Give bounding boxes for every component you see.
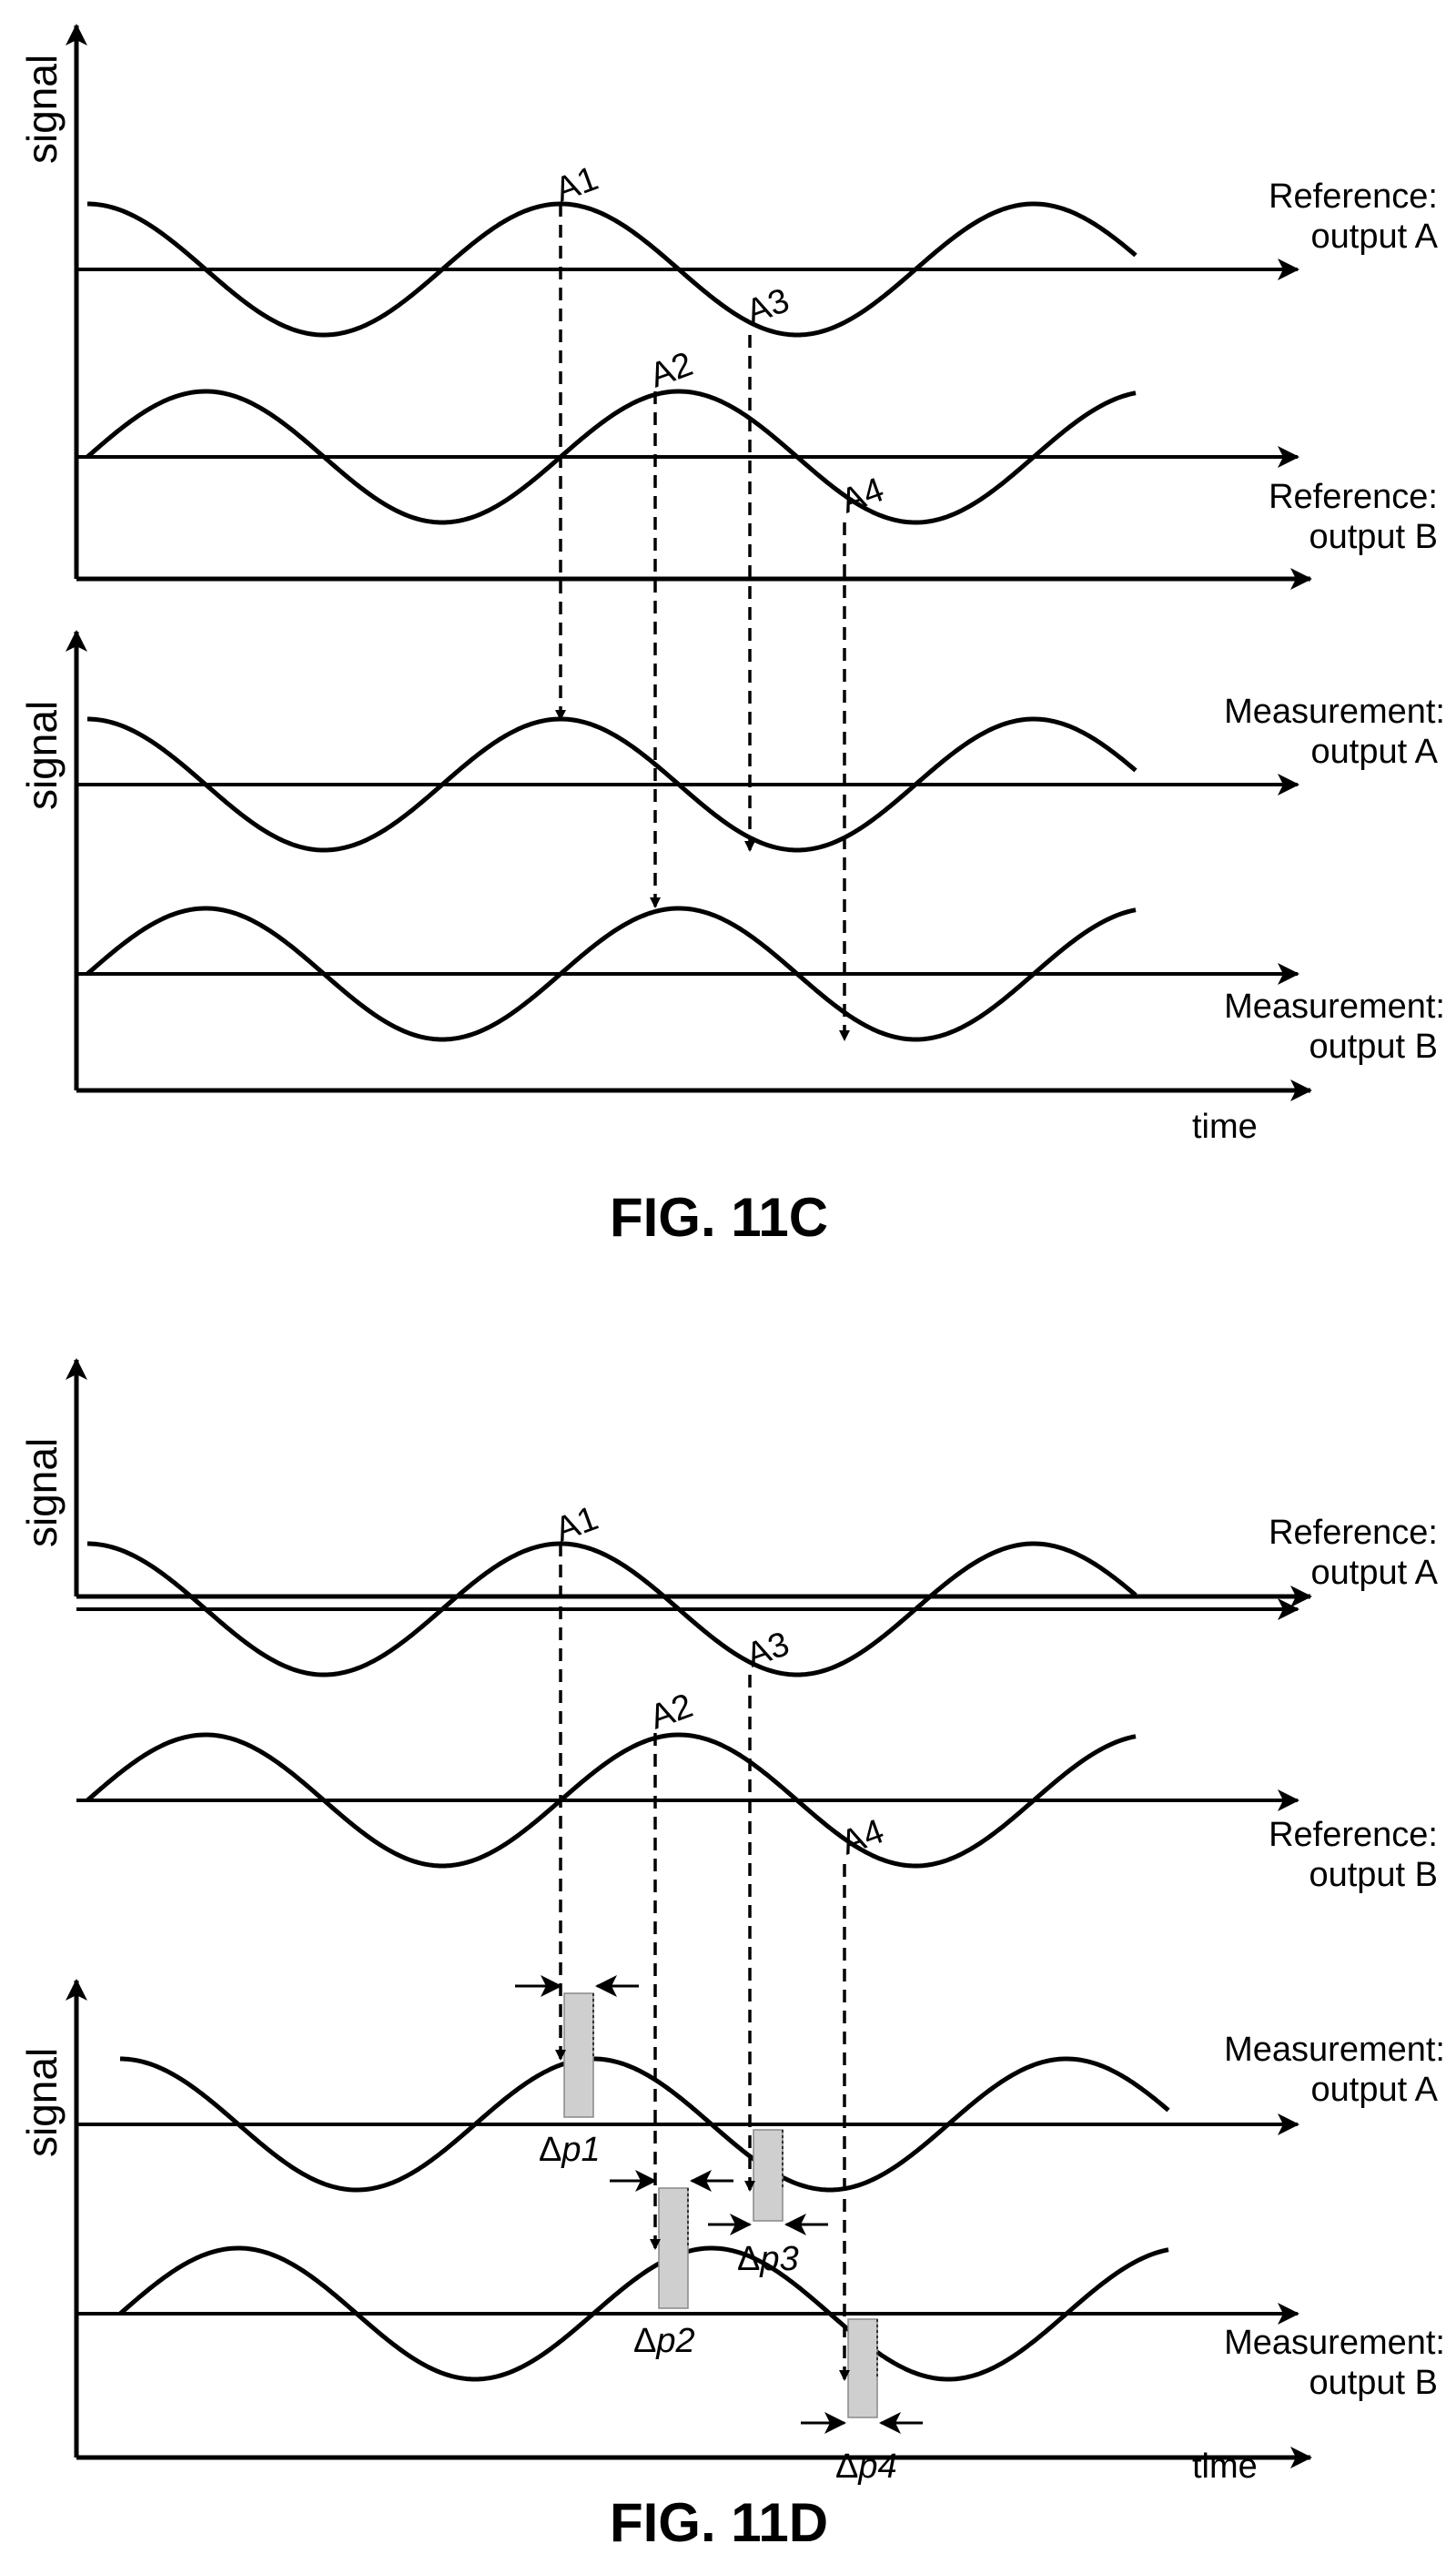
fig-11d-marker-a2: A2 [645, 1687, 698, 1737]
fig-11d-label-dp3: Δp3 [737, 2240, 799, 2278]
fig-11c-ref-ylabel: signal [18, 55, 66, 164]
fig-11d-meas-b-wave [118, 2245, 1169, 2382]
fig-11c-marker-a2: A2 [645, 345, 698, 395]
fig-11d-label-dp1: Δp1 [539, 2131, 601, 2169]
fig-11c-meas-b-label-1: Measurement: [1224, 988, 1445, 1026]
fig-11c-meas-a-label-2: output A [1311, 733, 1439, 771]
fig-11d-title: FIG. 11D [610, 2492, 828, 2553]
fig-11c-ref-b-label-1: Reference: [1269, 478, 1438, 516]
fig-11c-ref-b-wave [86, 389, 1137, 525]
fig-11c-ref-a-wave [87, 201, 1138, 338]
fig-11d-label-dp2: Δp2 [633, 2322, 695, 2360]
fig-11d-measurement-axes [66, 1979, 1312, 2468]
fig-11d-meas-a-label-2: output A [1311, 2071, 1439, 2109]
fig-11d-xlabel: time [1192, 2447, 1258, 2486]
fig-11d-label-dp4: Δp4 [835, 2447, 897, 2486]
fig-11d-ref-b-label-2: output B [1309, 1856, 1438, 1894]
fig-11d-reference-axes [66, 1358, 1312, 1607]
fig-11c-meas-ylabel: signal [18, 701, 66, 810]
fig-11c-meas-b-label-2: output B [1309, 1028, 1438, 1066]
fig-11d-ref-a-wave [87, 1541, 1138, 1677]
fig-11d-shift-bar-p1 [563, 1992, 594, 2118]
fig-11d-shift-bar-p3 [753, 2129, 784, 2222]
fig-11d-meas-b-label-2: output B [1309, 2364, 1438, 2402]
fig-11d-meas-a-label-1: Measurement: [1224, 2031, 1445, 2069]
fig-11d-meas-b-label-1: Measurement: [1224, 2324, 1445, 2362]
fig-11c-meas-a-label-1: Measurement: [1224, 693, 1445, 731]
fig-11c-ref-b-label-2: output B [1309, 518, 1438, 556]
fig-11c: signal Reference: output A Reference: ou… [18, 24, 1445, 1248]
fig-11c-ref-a-label-2: output A [1311, 218, 1439, 256]
fig-11d-ref-b-wave [86, 1732, 1137, 1869]
fig-11d-ref-a-label-1: Reference: [1269, 1514, 1438, 1552]
fig-11d-ref-ylabel: signal [18, 1438, 66, 1547]
fig-11d-ref-b-label-1: Reference: [1269, 1816, 1438, 1854]
fig-11c-reference-axes [66, 24, 1312, 590]
fig-11c-meas-b-wave [86, 906, 1137, 1042]
fig-11d-marker-a3: A3 [742, 1625, 794, 1675]
fig-11d: signal Reference: output A Reference: ou… [18, 1358, 1445, 2553]
fig-11c-meas-a-wave [87, 716, 1138, 853]
fig-11d-meas-a-wave [120, 2056, 1170, 2193]
fig-11d-ref-a-label-2: output A [1311, 1554, 1439, 1592]
fig-11d-marker-a4: A4 [836, 1812, 889, 1862]
fig-11d-meas-ylabel: signal [18, 2048, 66, 2157]
fig-11c-ref-a-label-1: Reference: [1269, 177, 1438, 216]
fig-11c-title: FIG. 11C [610, 1187, 828, 1248]
fig-11d-shift-bar-p2 [658, 2187, 689, 2309]
fig-11c-xlabel: time [1192, 1108, 1258, 1146]
fig-11d-shift-bar-p4 [847, 2318, 878, 2418]
fig-11c-measurement-axes [66, 630, 1312, 1101]
